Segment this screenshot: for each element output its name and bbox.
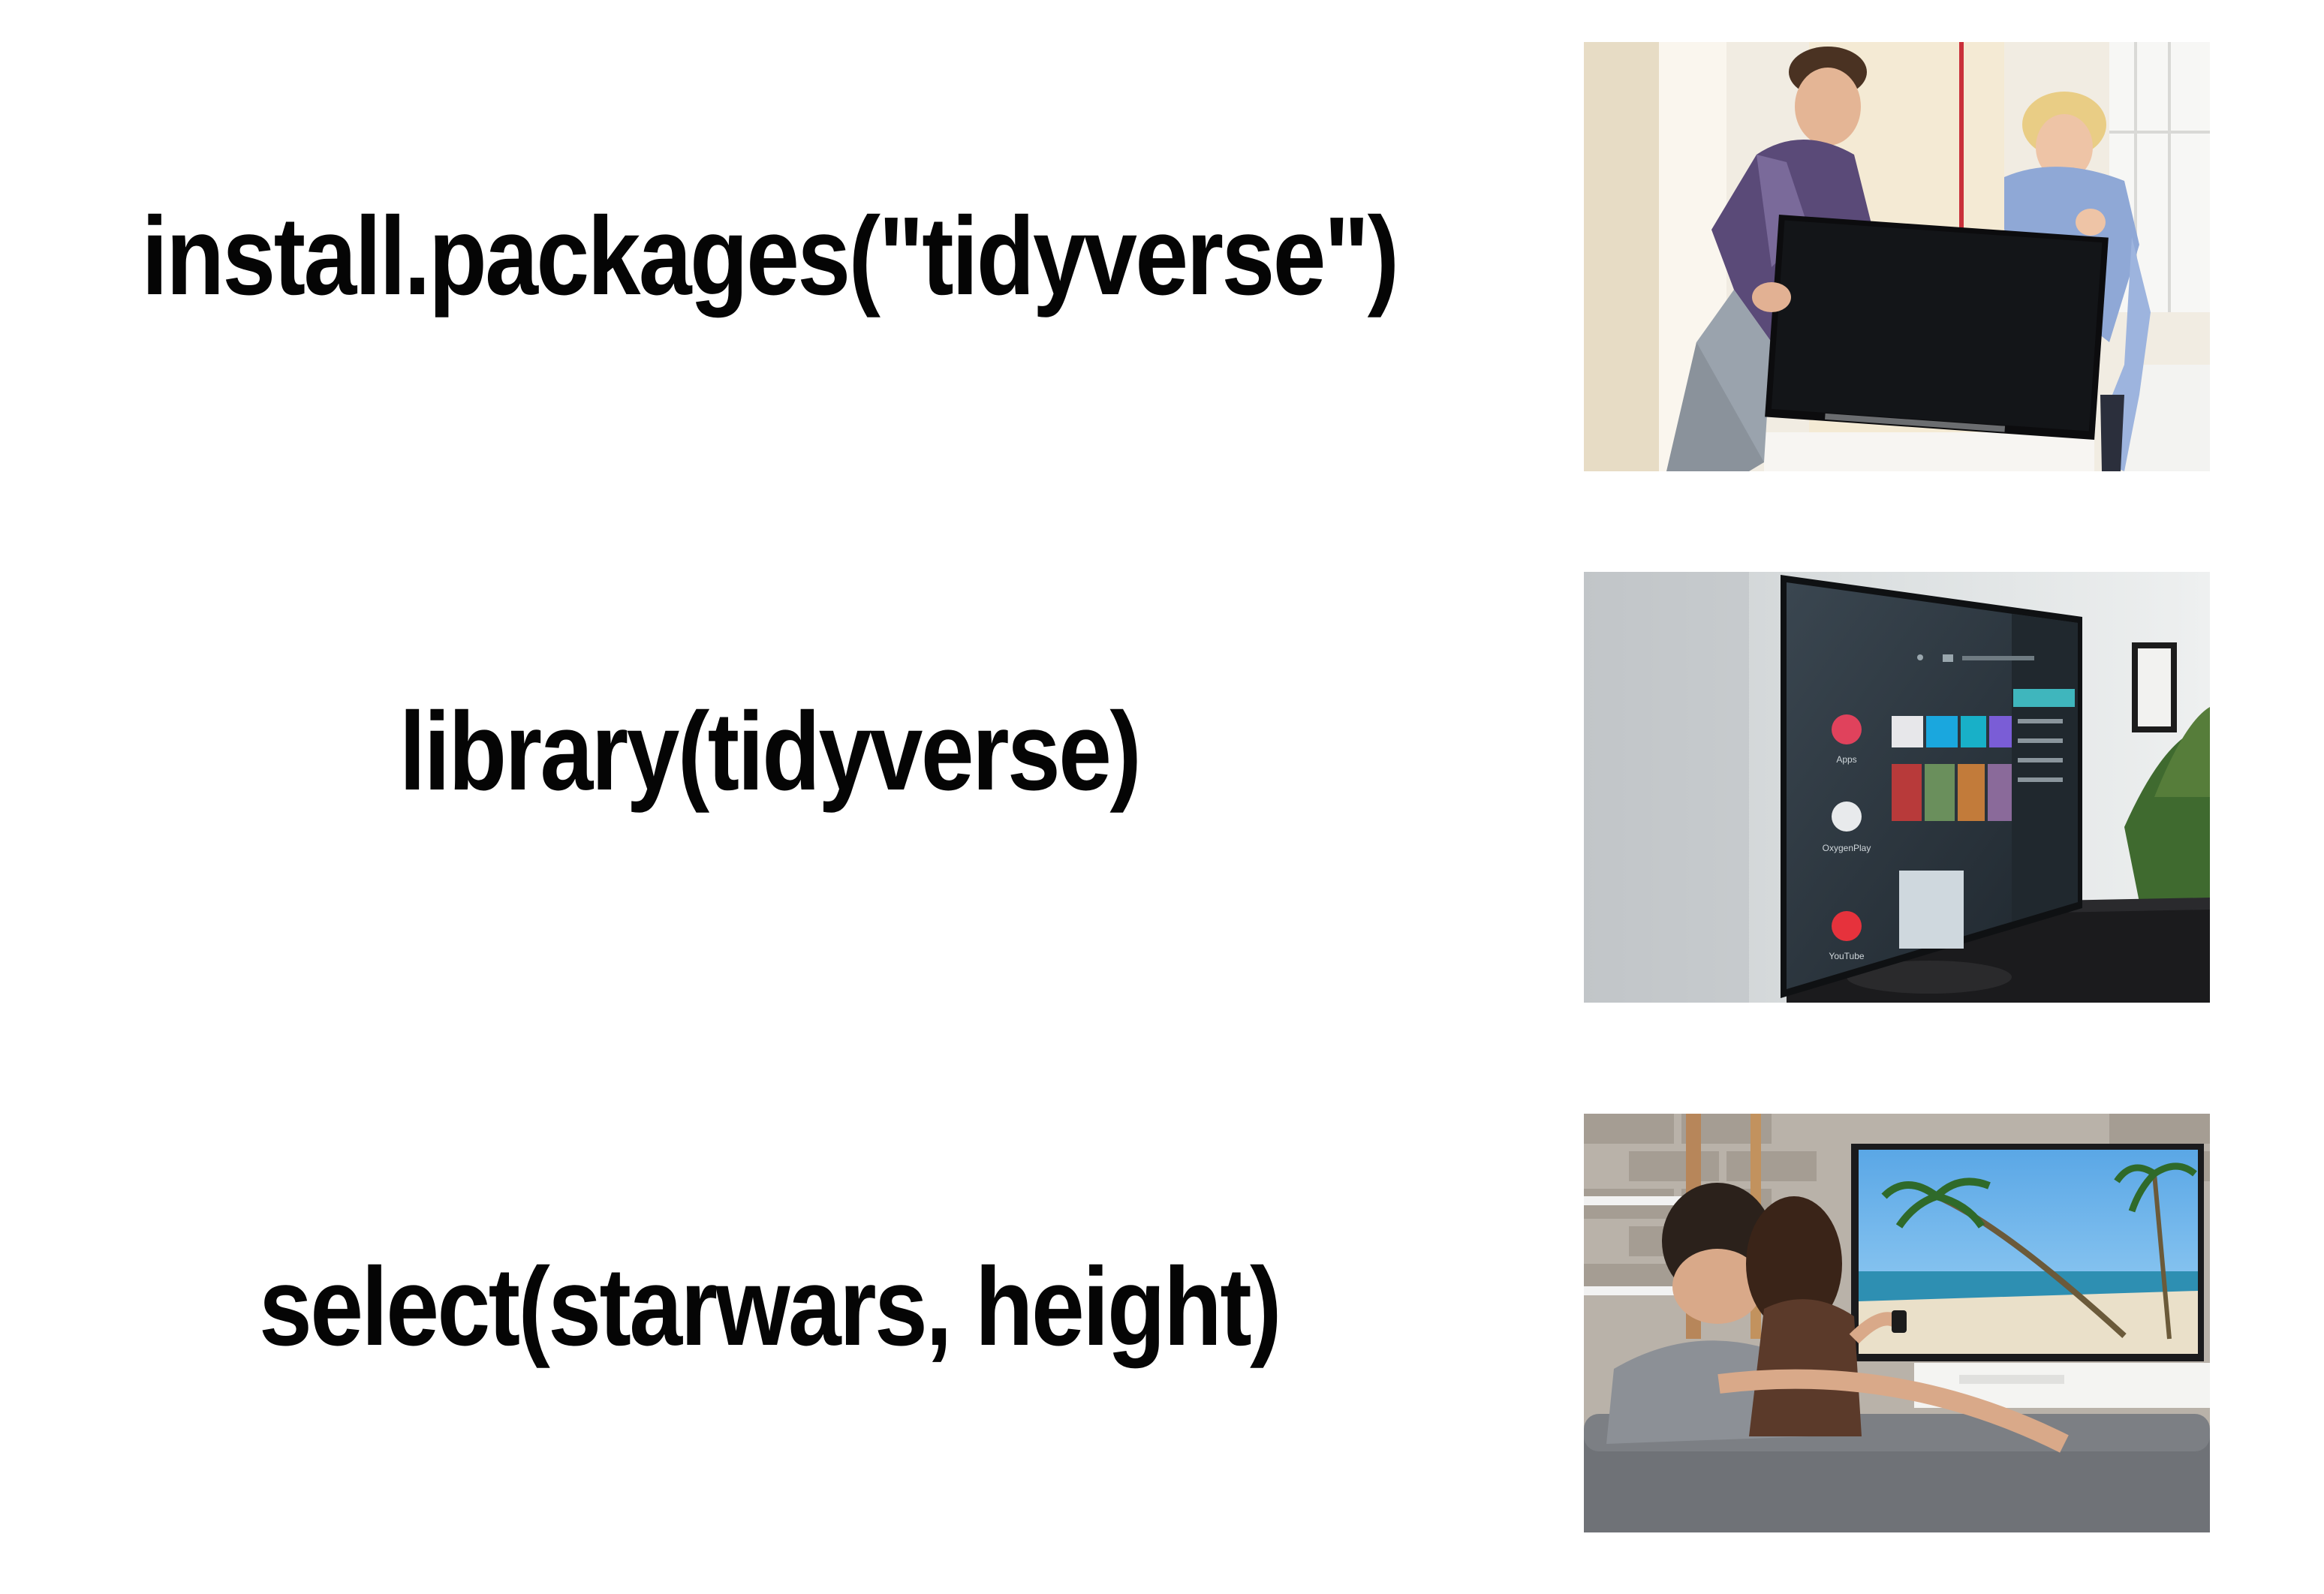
- buying-tv-photo: [1584, 42, 2210, 471]
- code-line-install: install.packages("tidyverse"): [141, 194, 1400, 318]
- code-line-select: select(starwars, height): [259, 1245, 1281, 1369]
- mounted-tv-photo: Apps OxygenPlay YouTube: [1584, 572, 2210, 1003]
- watching-tv-photo: [1584, 1114, 2210, 1532]
- tv-app-label-apps: Apps: [1836, 754, 1856, 765]
- tv-app-label-youtube: YouTube: [1829, 951, 1864, 961]
- code-line-library: library(tidyverse): [399, 690, 1142, 814]
- tv-app-label-oxygenplay: OxygenPlay: [1823, 843, 1871, 853]
